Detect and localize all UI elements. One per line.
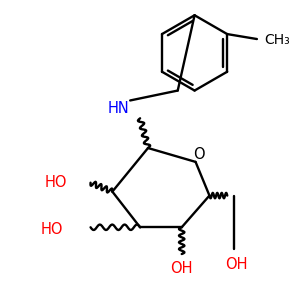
- Text: O: O: [193, 148, 204, 163]
- Text: HN: HN: [107, 101, 129, 116]
- Text: OH: OH: [225, 257, 248, 272]
- Text: HO: HO: [45, 175, 67, 190]
- Text: HO: HO: [41, 222, 63, 237]
- Text: CH₃: CH₃: [264, 33, 290, 47]
- Text: OH: OH: [170, 261, 193, 276]
